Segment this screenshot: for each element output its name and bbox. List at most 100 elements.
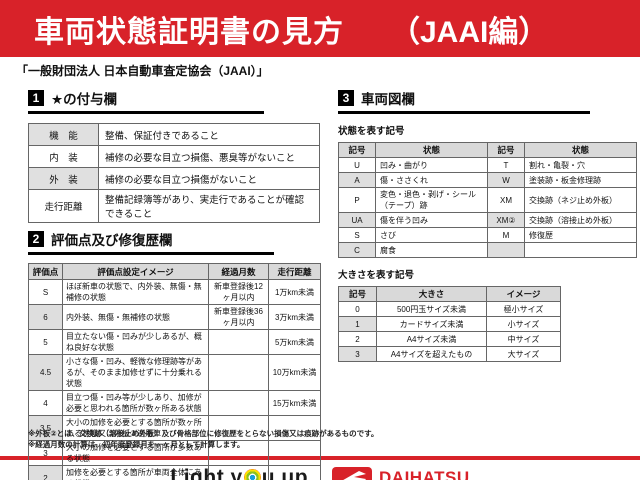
grade-cell: 5 [28, 329, 63, 355]
symbol-cell: S [338, 227, 376, 243]
association-subtitle: 「一般財団法人 日本自動車査定協会（JAAI）」 [16, 64, 269, 78]
grade-cell: S [28, 279, 63, 305]
evaluation-table: 評価点 評価点設定イメージ 経過月数 走行距離 S ほぼ新車の状態で、内外装、無… [28, 263, 321, 480]
size-cell: カードサイズ未満 [376, 316, 487, 332]
table-row: 4 目立つ傷・凹み等が少しあり、加修が必要と思われる箇所が数ヶ所ある状態 15万… [28, 390, 321, 416]
symbol-cell: A [338, 172, 376, 188]
months-cell: 新車登録後36ヶ月以内 [208, 304, 269, 330]
months-cell: 新車登録後12ヶ月以内 [208, 279, 269, 305]
column-header: 記号 [338, 142, 376, 158]
symbol-cell: U [338, 157, 376, 173]
size-cell: A4サイズ未満 [376, 331, 487, 347]
column-header: 評価点設定イメージ [62, 263, 209, 280]
table-row: C 腐食 [338, 242, 637, 258]
mileage-cell: 3万km未満 [268, 304, 321, 330]
grade-cell: 4.5 [28, 354, 63, 391]
state-cell: 修復歴 [524, 227, 637, 243]
state-cell: 割れ・亀裂・穴 [524, 157, 637, 173]
table-row: 2 A4サイズ未満 中サイズ [338, 331, 561, 347]
daihatsu-wordmark: DAIHATSU [379, 467, 470, 480]
months-cell [208, 354, 269, 391]
section3-number-badge: 3 [338, 90, 354, 106]
criteria-desc: 補修の必要な目立つ損傷、悪臭等がないこと [98, 145, 320, 168]
symbol-cell: 3 [338, 346, 377, 362]
column-header: イメージ [486, 286, 561, 302]
image-cell: 目立たない傷・凹みが少しあるが、概ね良好な状態 [62, 329, 209, 355]
table-row: 6 内外装、無傷・無補修の状態 新車登録後36ヶ月以内 3万km未満 [28, 304, 321, 330]
months-cell [208, 329, 269, 355]
table-row: 機 能 整備、保証付きであること [28, 123, 320, 146]
table-row: 走行距離 整備記録簿等があり、実走行であることが確認できること [28, 189, 320, 223]
table-row: S さび M 修復歴 [338, 227, 637, 243]
column-header: 記号 [487, 142, 525, 158]
symbol-cell: XM② [487, 212, 525, 228]
left-column: 1 ★の付与欄 機 能 整備、保証付きであること 内 装 補修の必要な目立つ損傷… [28, 82, 321, 480]
table-row: S ほぼ新車の状態で、内外装、無傷・無補修の状態 新車登録後12ヶ月以内 1万k… [28, 279, 321, 305]
image-cell: 内外装、無傷・無補修の状態 [62, 304, 209, 330]
star-criteria-table: 機 能 整備、保証付きであること 内 装 補修の必要な目立つ損傷、悪臭等がないこ… [28, 123, 320, 223]
column-header: 評価点 [28, 263, 63, 280]
image-cell: 大サイズ [486, 346, 561, 362]
slogan-text-left: Light y [170, 465, 243, 480]
size-cell: 500円玉サイズ未満 [376, 301, 487, 317]
table-row: A 傷・ささくれ W 塗装跡・板金修理跡 [338, 172, 637, 188]
months-cell [208, 390, 269, 416]
section2-title: 評価点及び修復歴欄 [51, 233, 173, 248]
table-header-row: 評価点 評価点設定イメージ 経過月数 走行距離 [28, 263, 321, 280]
page-title-edition: （JAAI編） [390, 15, 549, 49]
column-header: 状態 [375, 142, 488, 158]
column-header: 状態 [524, 142, 637, 158]
image-cell: 目立つ傷・凹み等が少しあり、加修が必要と思われる箇所が数ヶ所ある状態 [62, 390, 209, 416]
grade-cell: 6 [28, 304, 63, 330]
state-cell: 凹み・曲がり [375, 157, 488, 173]
symbol-cell: M [487, 227, 525, 243]
mileage-cell: 1万km未満 [268, 279, 321, 305]
symbol-cell: W [487, 172, 525, 188]
daihatsu-mark-icon [332, 466, 373, 480]
mileage-cell [268, 440, 321, 466]
symbol-cell [487, 242, 525, 258]
main-columns: 1 ★の付与欄 機 能 整備、保証付きであること 内 装 補修の必要な目立つ損傷… [0, 80, 640, 480]
table-row: 外 装 補修の必要な目立つ損傷がないこと [28, 167, 320, 190]
symbol-cell: C [338, 242, 376, 258]
symbol-cell: UA [338, 212, 376, 228]
image-cell: 極小サイズ [486, 301, 561, 317]
section1-number-badge: 1 [28, 90, 44, 106]
state-symbols-caption: 状態を表す記号 [338, 126, 405, 137]
grade-cell: 2 [28, 465, 63, 480]
image-cell: 小サイズ [486, 316, 561, 332]
page-title: 車両状態証明書の見方 [34, 15, 344, 49]
table-row: 1 カードサイズ未満 小サイズ [338, 316, 561, 332]
footnotes: ※外板②とは、交換跡（溶接止め外板）及び骨格部位に修復歴をとらない損傷又は痕跡が… [0, 428, 640, 451]
criteria-label: 内 装 [28, 145, 99, 168]
section2-header: 2 評価点及び修復歴欄 [28, 229, 274, 255]
mileage-cell [268, 465, 321, 480]
grade-cell: 4 [28, 390, 63, 416]
table-row: P 変色・退色・剥げ・シール（テープ）跡 XM 交換跡（ネジ止め外板） [338, 187, 637, 213]
criteria-desc: 整備記録簿等があり、実走行であることが確認できること [98, 189, 320, 223]
light-you-up-logo: Light y u up [170, 466, 308, 480]
table-row: 3 A4サイズを超えたもの 大サイズ [338, 346, 561, 362]
table-row: 0 500円玉サイズ未満 極小サイズ [338, 301, 561, 317]
footer-logos: Light y u up DAIHATSU [0, 460, 640, 480]
right-column: 3 車両図欄 状態を表す記号 記号 状態 記号 状態 U 凹み・曲がり T 割れ… [338, 82, 637, 424]
symbol-cell: XM [487, 187, 525, 213]
daihatsu-logo: DAIHATSU [332, 466, 470, 480]
column-header: 記号 [338, 286, 377, 302]
section3-header: 3 車両図欄 [338, 88, 590, 114]
table-row: 5 目立たない傷・凹みが少しあるが、概ね良好な状態 5万km未満 [28, 329, 321, 355]
state-cell: 交換跡（溶接止め外板） [524, 212, 637, 228]
state-cell [524, 242, 637, 258]
section1-header: 1 ★の付与欄 [28, 88, 264, 114]
criteria-label: 走行距離 [28, 189, 99, 223]
table-header-row: 記号 状態 記号 状態 [338, 142, 637, 158]
symbol-cell: 0 [338, 301, 377, 317]
state-cell: 腐食 [375, 242, 488, 258]
table-row: U 凹み・曲がり T 割れ・亀裂・穴 [338, 157, 637, 173]
table-row: 3 大小の加修を必要とする箇所が多数ある状態 [28, 440, 321, 466]
table-header-row: 記号 大きさ イメージ [338, 286, 561, 302]
size-symbols-caption: 大きさを表す記号 [338, 270, 415, 281]
state-cell: 変色・退色・剥げ・シール（テープ）跡 [375, 187, 488, 213]
criteria-label: 外 装 [28, 167, 99, 190]
criteria-label: 機 能 [28, 123, 99, 146]
